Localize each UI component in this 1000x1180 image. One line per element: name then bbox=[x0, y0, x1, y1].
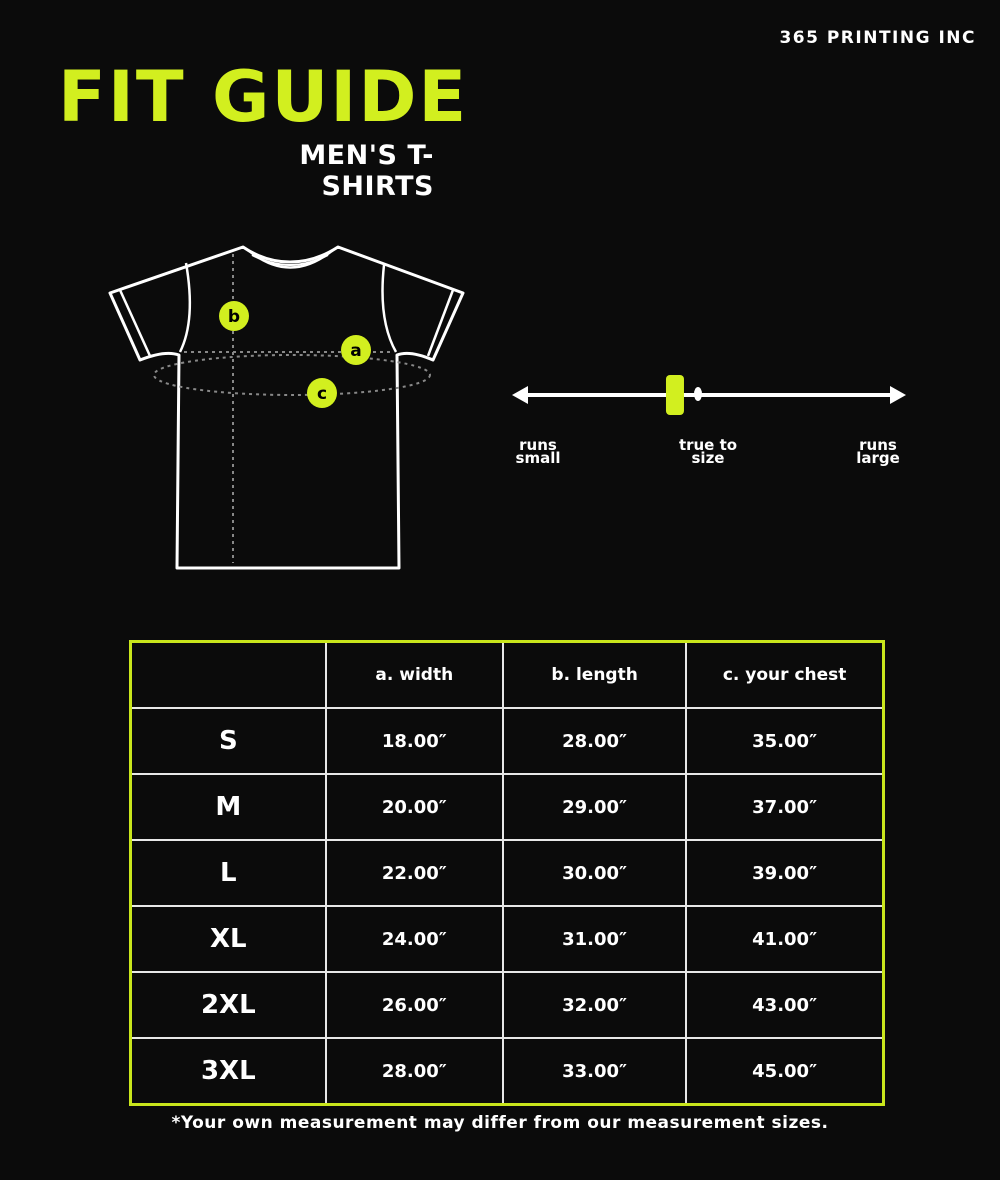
size-cell: 2XL bbox=[129, 971, 327, 1039]
size-cell: 3XL bbox=[129, 1037, 327, 1106]
chest-cell: 37.00″ bbox=[685, 773, 885, 841]
brand-name: 365 PRINTING INC bbox=[779, 28, 976, 48]
chest-cell: 39.00″ bbox=[685, 839, 885, 907]
table-header-row: a. width b. length c. your chest bbox=[129, 640, 885, 709]
header-size bbox=[129, 640, 327, 709]
size-cell: XL bbox=[129, 905, 327, 973]
header-chest: c. your chest bbox=[685, 640, 885, 709]
fit-scale bbox=[512, 375, 906, 415]
chest-measure-ellipse bbox=[153, 354, 431, 396]
marker-a: a bbox=[341, 335, 371, 365]
tshirt-outline bbox=[108, 245, 465, 570]
size-table: a. width b. length c. your chest S 18.00″… bbox=[129, 640, 885, 1106]
center-tick bbox=[694, 387, 702, 401]
svg-text:c: c bbox=[317, 384, 327, 404]
table-row: L 22.00″ 30.00″ 39.00″ bbox=[129, 839, 885, 907]
arrow-left-icon bbox=[512, 386, 528, 404]
chest-cell: 35.00″ bbox=[685, 707, 885, 775]
table-row: XL 24.00″ 31.00″ 41.00″ bbox=[129, 905, 885, 973]
label-true-to-size: true to size bbox=[678, 436, 738, 467]
width-cell: 26.00″ bbox=[324, 971, 504, 1039]
length-cell: 29.00″ bbox=[501, 773, 688, 841]
length-cell: 33.00″ bbox=[501, 1037, 688, 1106]
width-cell: 28.00″ bbox=[324, 1037, 504, 1106]
table-row: 3XL 28.00″ 33.00″ 45.00″ bbox=[129, 1037, 885, 1106]
size-cell: S bbox=[129, 707, 327, 775]
fit-indicator bbox=[665, 375, 684, 415]
length-cell: 30.00″ bbox=[501, 839, 688, 907]
size-cell: L bbox=[129, 839, 327, 907]
marker-b: b bbox=[219, 301, 249, 331]
length-cell: 31.00″ bbox=[501, 905, 688, 973]
marker-c: c bbox=[307, 378, 337, 408]
length-cell: 32.00″ bbox=[501, 971, 688, 1039]
width-cell: 18.00″ bbox=[324, 707, 504, 775]
arrow-right-icon bbox=[890, 386, 906, 404]
label-runs-large: runs large bbox=[856, 436, 900, 467]
table-row: M 20.00″ 29.00″ 37.00″ bbox=[129, 773, 885, 841]
table-row: S 18.00″ 28.00″ 35.00″ bbox=[129, 707, 885, 775]
label-runs-small: runs small bbox=[515, 436, 561, 467]
header-width: a. width bbox=[324, 640, 504, 709]
footnote: *Your own measurement may differ from ou… bbox=[171, 1113, 829, 1133]
width-cell: 20.00″ bbox=[324, 773, 504, 841]
chest-cell: 41.00″ bbox=[685, 905, 885, 973]
svg-text:a: a bbox=[350, 341, 361, 361]
length-cell: 28.00″ bbox=[501, 707, 688, 775]
tshirt-diagram: b a c bbox=[108, 245, 906, 570]
width-cell: 24.00″ bbox=[324, 905, 504, 973]
chest-cell: 43.00″ bbox=[685, 971, 885, 1039]
page-title: FIT GUIDE bbox=[58, 56, 469, 138]
size-cell: M bbox=[129, 773, 327, 841]
chest-cell: 45.00″ bbox=[685, 1037, 885, 1106]
page-subtitle: MEN'S T-SHIRTS bbox=[299, 140, 434, 202]
svg-text:b: b bbox=[228, 307, 240, 327]
header-length: b. length bbox=[501, 640, 688, 709]
table-row: 2XL 26.00″ 32.00″ 43.00″ bbox=[129, 971, 885, 1039]
width-cell: 22.00″ bbox=[324, 839, 504, 907]
